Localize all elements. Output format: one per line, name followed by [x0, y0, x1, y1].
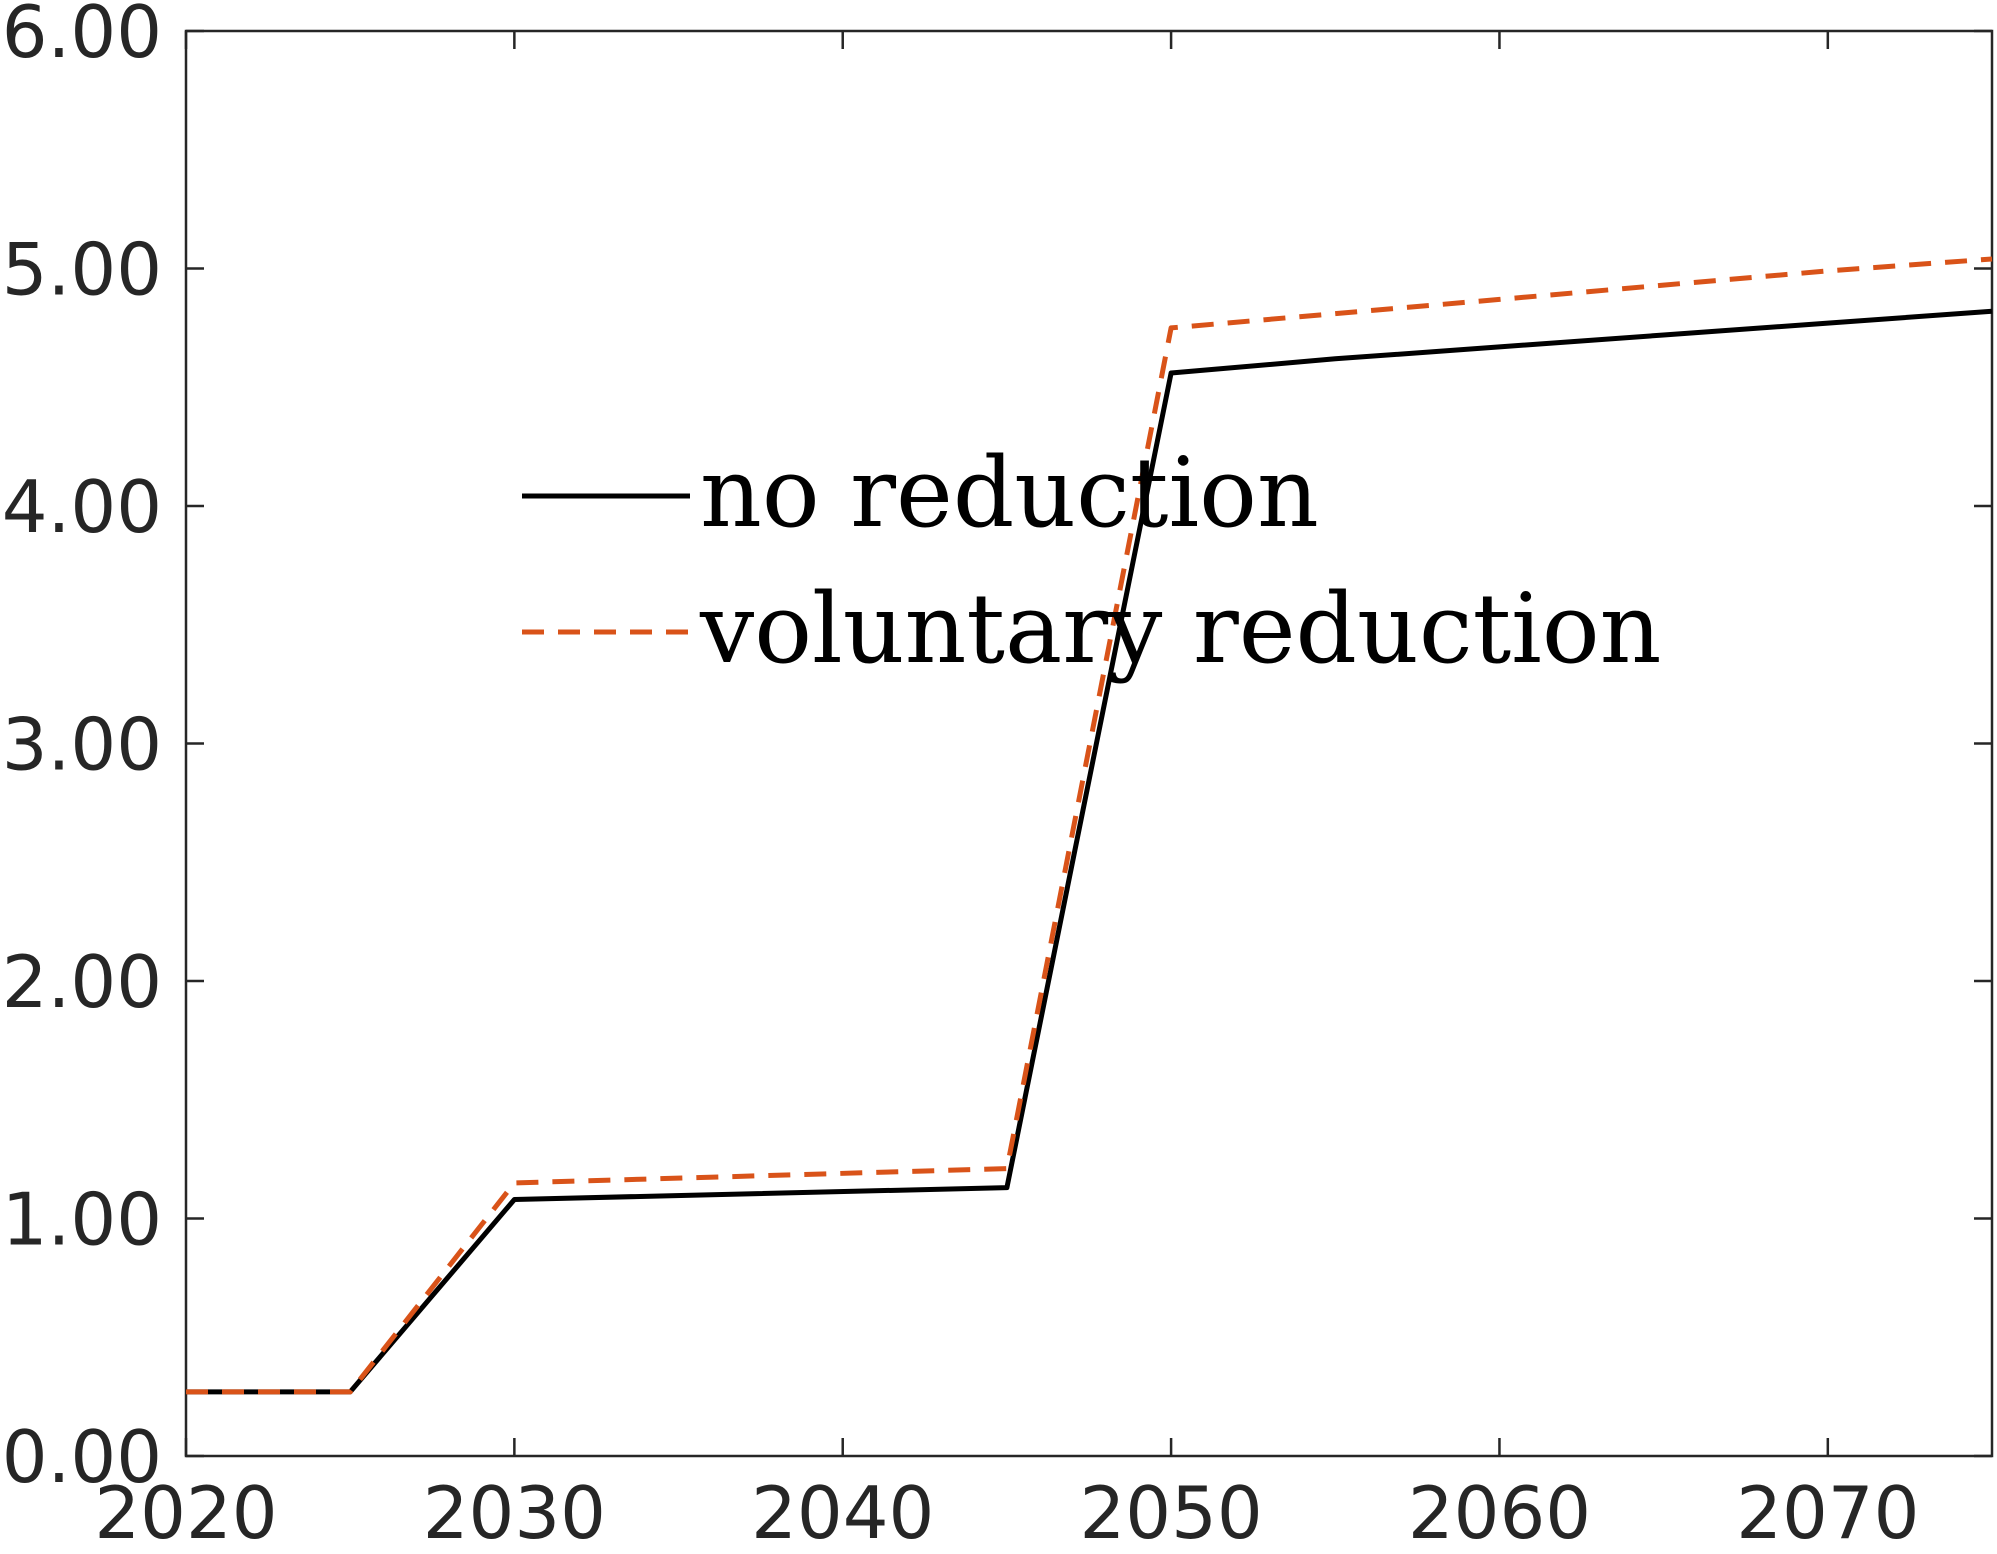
series-line-voluntary-reduction — [186, 256, 1993, 1395]
y-tick-label: 4.00 — [2, 465, 162, 549]
legend-label-voluntary-reduction: voluntary reduction — [699, 573, 1662, 685]
legend: no reduction voluntary reduction — [522, 437, 1662, 685]
x-tick-label: 2040 — [751, 1471, 934, 1554]
y-tick-label: 2.00 — [2, 940, 162, 1024]
axes-box — [184, 29, 1994, 1458]
y-tick-label: 6.00 — [2, 0, 162, 74]
y-tick-label: 1.00 — [2, 1178, 162, 1262]
y-tick-label: 3.00 — [2, 703, 162, 787]
y-tick-label: 5.00 — [2, 228, 162, 312]
x-tick-label: 2050 — [1079, 1471, 1262, 1554]
x-tick-label: 2060 — [1408, 1471, 1591, 1554]
plot-area — [184, 29, 1994, 1458]
y-axis: 0.00 1.00 2.00 3.00 4.00 5.00 6.00 — [2, 0, 1992, 1499]
x-tick-label: 2020 — [94, 1471, 277, 1554]
x-tick-label: 2070 — [1736, 1471, 1919, 1554]
x-tick-label: 2030 — [423, 1471, 606, 1554]
y-tick-label: 0.00 — [2, 1415, 162, 1499]
x-axis: 2020 2030 2040 2050 2060 2070 — [94, 31, 1919, 1554]
legend-label-no-reduction: no reduction — [700, 437, 1319, 549]
series-line-no-reduction — [186, 308, 1993, 1395]
